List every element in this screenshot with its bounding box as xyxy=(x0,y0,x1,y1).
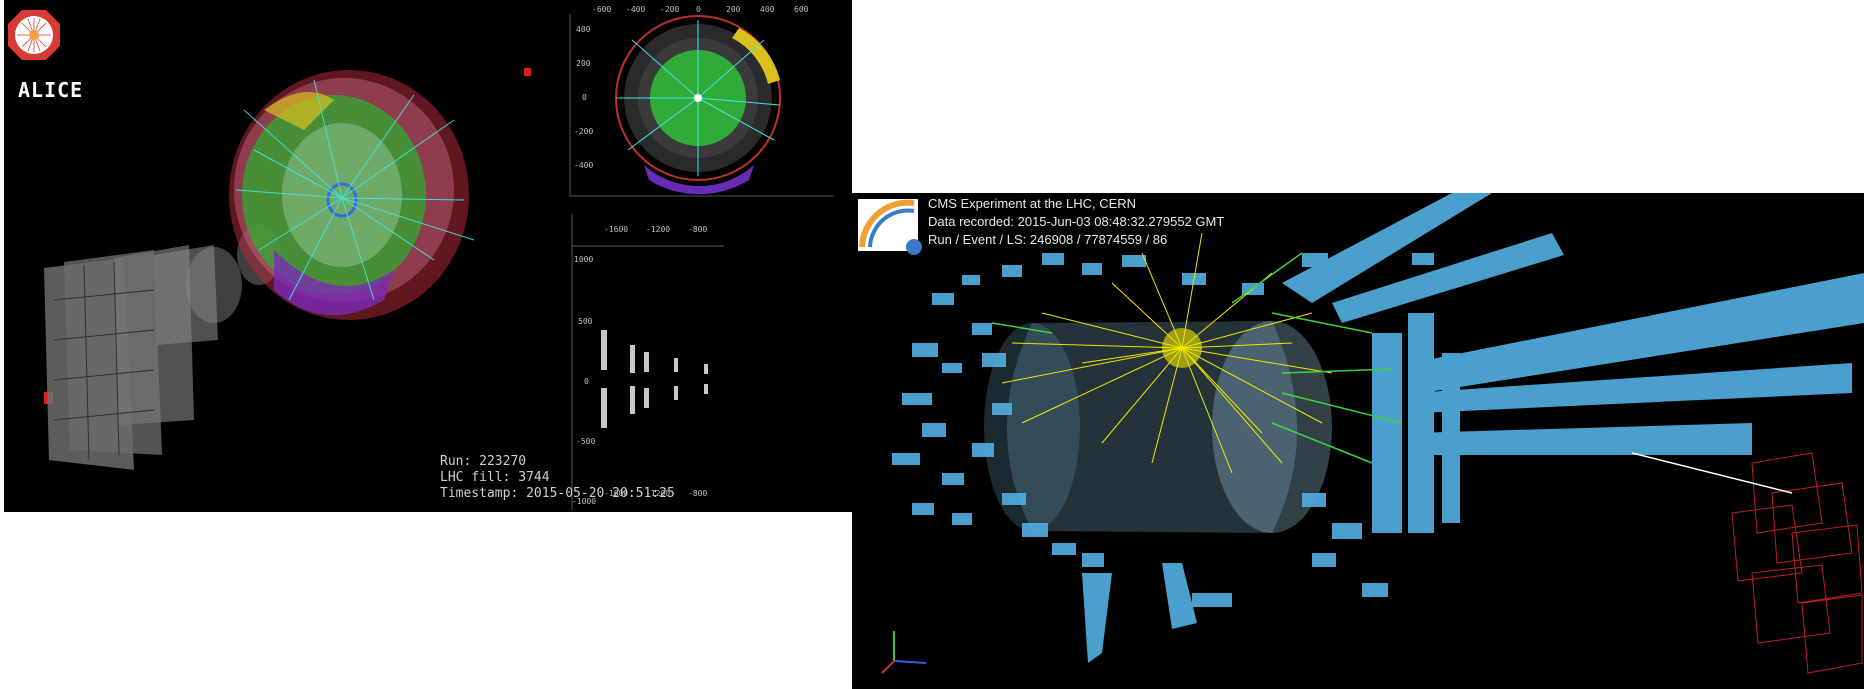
tick-label: -800 xyxy=(688,489,707,498)
lhc-fill: LHC fill: 3744 xyxy=(440,470,550,485)
tick-label: -1200 xyxy=(646,225,670,234)
tick-label: 200 xyxy=(726,5,741,14)
tick-label: 400 xyxy=(576,25,591,34)
top-view-y-ticks: 400 200 0 -200 -400 xyxy=(574,25,593,170)
cms-header-line2: Data recorded: 2015-Jun-03 08:48:32.2795… xyxy=(928,214,1225,229)
top-view-x-ticks: -600 -400 -200 0 200 400 600 xyxy=(592,5,809,14)
cms-event-display: CMS Experiment at the LHC, CERN Data rec… xyxy=(852,193,1864,689)
tick-label: 0 xyxy=(584,377,589,386)
tick-label: -1600 xyxy=(604,489,628,498)
tick-label: -400 xyxy=(574,161,593,170)
tick-label: 0 xyxy=(696,5,701,14)
alice-muon-chambers xyxy=(44,225,281,470)
timestamp: Timestamp: 2015-05-20 20:51:25 xyxy=(440,486,675,501)
tick-label: -1600 xyxy=(604,225,628,234)
tick-label: 0 xyxy=(582,93,587,102)
tick-label: -200 xyxy=(574,127,593,136)
alice-event-graphic: -600 -400 -200 0 200 400 600 400 200 0 -… xyxy=(8,5,834,510)
cms-calo-towers-right xyxy=(1182,193,1864,597)
tick-label: 400 xyxy=(760,5,775,14)
cms-tracks-green xyxy=(991,252,1403,464)
tick-label: -800 xyxy=(688,225,707,234)
axes-gizmo xyxy=(881,631,927,674)
alice-logo-text: ALICE xyxy=(18,78,84,102)
cms-vertex xyxy=(1162,328,1202,368)
tick-label: 1000 xyxy=(574,255,593,264)
cms-tracker-barrel xyxy=(984,321,1332,533)
tick-label: -200 xyxy=(660,5,679,14)
cms-calo-towers-left xyxy=(892,253,1232,663)
tick-label: -1200 xyxy=(646,489,670,498)
tick-label: -400 xyxy=(626,5,645,14)
alice-barrel xyxy=(229,70,475,320)
tick-label: 200 xyxy=(576,59,591,68)
alice-top-view xyxy=(569,14,834,197)
tick-label: -1000 xyxy=(572,497,596,506)
tick-label: -600 xyxy=(592,5,611,14)
cms-muon-track xyxy=(1631,452,1793,494)
side-view-ticks: -1600 -1200 -800 -1600 -1200 -800 1000 5… xyxy=(572,225,707,506)
tick-label: -500 xyxy=(576,437,595,446)
cms-header-line1: CMS Experiment at the LHC, CERN xyxy=(928,196,1137,211)
cms-event-graphic xyxy=(858,193,1864,674)
cms-logo xyxy=(858,199,922,255)
alice-logo xyxy=(8,10,60,60)
tick-label: 500 xyxy=(578,317,593,326)
cms-header-line3: Run / Event / LS: 246908 / 77874559 / 86 xyxy=(928,232,1168,247)
cms-muon-chambers xyxy=(1731,452,1863,674)
tick-label: 600 xyxy=(794,5,809,14)
beam-marker xyxy=(524,68,531,76)
alice-event-display: -600 -400 -200 0 200 400 600 400 200 0 -… xyxy=(4,0,852,512)
run-number: Run: 223270 xyxy=(440,454,527,469)
alice-side-view xyxy=(571,214,724,510)
